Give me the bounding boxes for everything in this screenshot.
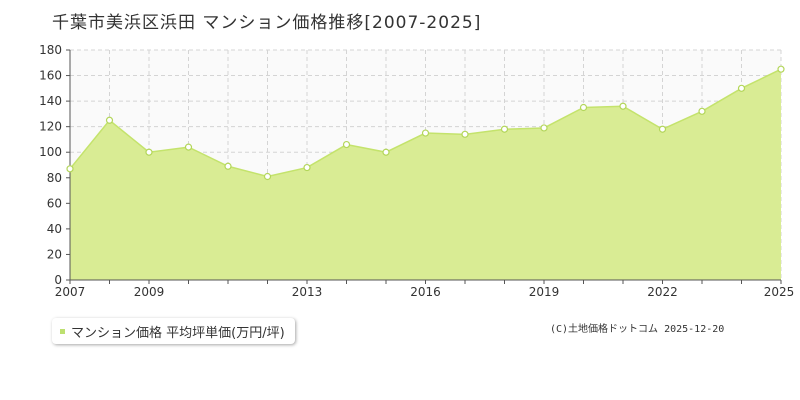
data-point <box>540 124 548 132</box>
data-point <box>579 103 588 112</box>
chart-title: 千葉市美浜区浜田 マンション価格推移[2007-2025] <box>52 13 482 33</box>
marker-layer <box>66 65 785 181</box>
data-point <box>105 116 114 124</box>
legend: マンション価格 平均坪単価(万円/坪) <box>52 318 295 344</box>
x-tick-label: 2019 <box>529 285 560 299</box>
data-point <box>224 162 232 170</box>
y-tick-label: 180 <box>39 43 62 57</box>
data-point <box>777 65 785 73</box>
y-tick-label: 20 <box>47 247 62 261</box>
y-tick-label: 0 <box>54 273 62 287</box>
y-tick-label: 60 <box>47 196 62 210</box>
legend-swatch <box>60 328 65 334</box>
data-point <box>461 130 469 138</box>
data-point <box>382 148 390 156</box>
tick-label-layer: 0 20 40 60 80 100 120 140 160 180 2007 2009 2013 2016… <box>39 43 794 299</box>
data-point <box>698 107 706 115</box>
y-tick-label: 140 <box>39 94 62 108</box>
y-tick-label: 80 <box>47 171 62 185</box>
data-point <box>619 102 627 110</box>
x-tick-label: 2007 <box>55 285 86 299</box>
x-tick-label: 2025 <box>764 285 795 299</box>
axis-layer <box>66 49 782 284</box>
data-point <box>303 163 311 172</box>
copyright-text: (C)土地価格ドットコム 2025-12-20 <box>550 324 725 335</box>
data-point <box>421 129 430 137</box>
y-tick-label: 120 <box>39 120 62 134</box>
legend-label: マンション価格 平均坪単価(万円/坪) <box>71 325 285 341</box>
data-point <box>184 143 193 151</box>
y-tick-label: 160 <box>39 69 62 83</box>
y-tick-label: 40 <box>47 222 62 236</box>
data-point <box>737 84 746 92</box>
x-tick-label: 2009 <box>134 285 165 299</box>
x-tick-label: 2022 <box>647 285 678 299</box>
data-point <box>145 148 153 156</box>
data-point <box>342 140 351 149</box>
series-area <box>70 69 781 281</box>
data-point <box>500 125 509 133</box>
data-point <box>66 165 74 173</box>
x-tick-label: 2013 <box>292 285 323 299</box>
x-tick-label: 2016 <box>410 285 441 299</box>
y-tick-label: 100 <box>39 145 62 159</box>
data-point <box>263 172 272 181</box>
data-point <box>658 125 667 133</box>
